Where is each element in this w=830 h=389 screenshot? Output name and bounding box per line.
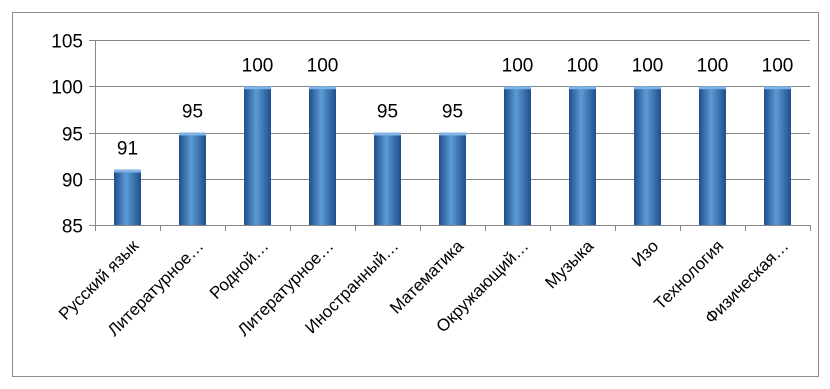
data-label: 100 — [307, 55, 339, 76]
data-label: 100 — [502, 55, 534, 76]
bar — [504, 86, 531, 225]
y-tick-label: 105 — [51, 32, 83, 53]
bar-cap — [634, 86, 661, 90]
bar-cap — [244, 86, 271, 90]
bar — [179, 132, 206, 225]
bars — [114, 86, 791, 225]
data-label: 95 — [442, 102, 463, 123]
bar — [374, 132, 401, 225]
data-label: 100 — [567, 55, 599, 76]
y-tick-label: 90 — [62, 171, 83, 192]
axes — [95, 40, 811, 231]
bar-cap — [439, 132, 466, 136]
bar — [114, 169, 141, 225]
bar — [764, 86, 791, 225]
bar-cap — [699, 86, 726, 90]
bar-cap — [374, 132, 401, 136]
bar-cap — [179, 132, 206, 136]
bar-cap — [309, 86, 336, 90]
chart-frame — [12, 12, 819, 377]
bar-cap — [504, 86, 531, 90]
bar-cap — [114, 169, 141, 173]
bar — [439, 132, 466, 225]
y-tick-label: 85 — [62, 217, 83, 238]
bar-cap — [764, 86, 791, 90]
data-label: 95 — [377, 102, 398, 123]
bar — [569, 86, 596, 225]
bar-cap — [569, 86, 596, 90]
data-label: 100 — [697, 55, 729, 76]
y-tick-label: 95 — [62, 125, 83, 146]
bar — [309, 86, 336, 225]
data-label: 100 — [762, 55, 794, 76]
bar — [244, 86, 271, 225]
data-label: 100 — [242, 55, 274, 76]
data-label: 91 — [117, 139, 138, 160]
data-label: 100 — [632, 55, 664, 76]
bar — [699, 86, 726, 225]
bar — [634, 86, 661, 225]
data-label: 95 — [182, 102, 203, 123]
y-tick-label: 100 — [51, 78, 83, 99]
